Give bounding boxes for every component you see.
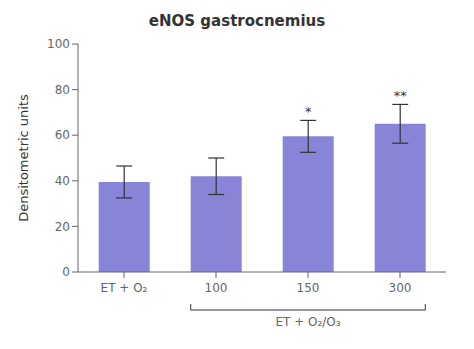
svg-text:80: 80 [55, 83, 70, 97]
svg-text:20: 20 [55, 220, 70, 234]
svg-text:**: ** [394, 88, 408, 103]
svg-text:40: 40 [55, 174, 70, 188]
svg-text:0: 0 [62, 265, 70, 279]
svg-text:ET + O₂/O₃: ET + O₂/O₃ [275, 315, 340, 329]
svg-text:100: 100 [47, 37, 70, 51]
svg-text:ET + O₂: ET + O₂ [101, 281, 148, 295]
svg-text:*: * [305, 104, 312, 119]
svg-text:Densitometric units: Densitometric units [16, 94, 31, 222]
svg-text:150: 150 [297, 281, 320, 295]
svg-text:60: 60 [55, 128, 70, 142]
html-text:eNOS gastrocnemius: eNOS gastrocnemius [148, 12, 326, 30]
svg-text:300: 300 [389, 281, 412, 295]
svg-text:100: 100 [205, 281, 228, 295]
